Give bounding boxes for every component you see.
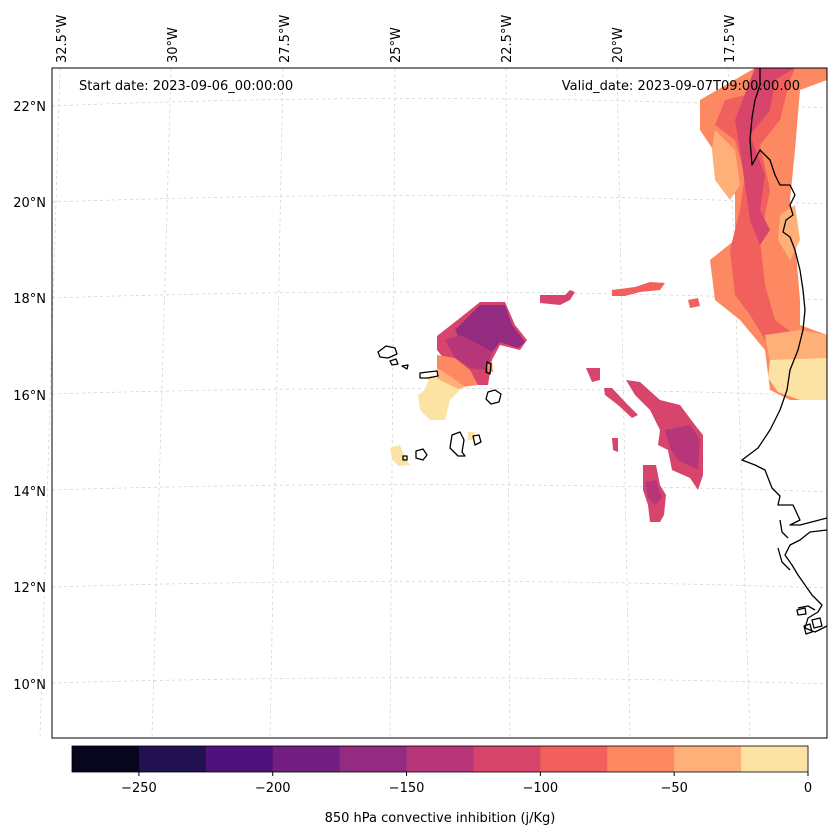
patch-f <box>612 438 618 452</box>
colorbar-segments <box>72 746 809 772</box>
gridlines <box>39 67 828 739</box>
colorbar-segment <box>473 746 541 772</box>
colorbar-tick-label: −200 <box>255 781 291 796</box>
lon-label: 27.5°W <box>278 15 293 63</box>
lat-tick-labels: 22°N 20°N 18°N 16°N 14°N 12°N 10°N <box>13 100 46 693</box>
lat-label: 20°N <box>13 196 46 211</box>
coastal-band-light-south <box>765 330 827 362</box>
colorbar-tick-label: −100 <box>523 781 559 796</box>
colorbar-segment <box>339 746 408 772</box>
africa-coastline <box>741 68 828 526</box>
coastal-band-yellow-south <box>768 358 827 400</box>
lon-label: 20°W <box>611 27 626 63</box>
bijagos-2 <box>811 617 823 629</box>
colorbar-segment <box>741 746 809 772</box>
colorbar-tick-label: −250 <box>121 781 157 796</box>
patch-g-core <box>645 480 662 505</box>
colorbar-tick-label: −150 <box>389 781 425 796</box>
meridian-27-5w <box>269 67 284 739</box>
valid-date-text: Valid_date: 2023-09-07T09:00:00.00 <box>562 79 800 94</box>
island-santo-antao <box>377 345 398 359</box>
patch-e-core <box>665 425 700 470</box>
colorbar-label: 850 hPa convective inhibition (j/Kg) <box>325 811 556 826</box>
lon-label: 25°W <box>389 27 404 63</box>
parallel-18n <box>51 291 828 301</box>
coastlines <box>377 68 828 635</box>
meridian-17-5w <box>727 67 751 739</box>
colorbar-segment <box>138 746 207 772</box>
island-santiago <box>449 431 466 457</box>
meridian-22-5w <box>505 67 511 739</box>
colorbar-segment <box>674 746 742 772</box>
colorbar-segment <box>607 746 675 772</box>
colorbar-segment <box>272 746 341 772</box>
colorbar-segment <box>72 746 140 772</box>
capeverde-yellow <box>418 375 460 420</box>
meridian-32-5w <box>39 67 61 739</box>
colorbar-segment <box>205 746 274 772</box>
island-boa-vista <box>485 389 502 405</box>
colorbar: −250 −200 −150 −100 −50 0 850 hPa convective … <box>71 745 812 826</box>
lon-label: 17.5°W <box>723 15 738 63</box>
parallel-20n <box>51 195 828 205</box>
parallel-16n <box>51 388 828 397</box>
colorbar-ticks: −250 −200 −150 −100 −50 0 <box>121 772 812 796</box>
lat-label: 14°N <box>13 485 46 500</box>
island-sal <box>485 361 492 375</box>
patch-c <box>586 368 600 382</box>
capeverde-yellow-south <box>390 445 410 466</box>
parallel-12n <box>51 580 828 589</box>
meridian-20w <box>616 67 631 739</box>
coast-detail-1 <box>779 519 789 539</box>
lon-label: 30°W <box>166 27 181 63</box>
start-date-text: Start date: 2023-09-06_00:00:00 <box>79 79 293 94</box>
island-fogo <box>415 448 428 461</box>
island-brava <box>402 455 408 461</box>
coastal-band-light-north <box>712 130 740 200</box>
patch-a <box>540 290 575 305</box>
colorbar-segment <box>540 746 608 772</box>
cin-contours <box>390 68 827 522</box>
coastal-band-core <box>735 68 795 245</box>
coastal-band-light-mid <box>778 205 800 260</box>
parallel-22n <box>51 98 828 109</box>
lat-label: 18°N <box>13 292 46 307</box>
meridian-25w <box>389 67 396 739</box>
coast-detail-3 <box>797 605 816 611</box>
lat-label: 10°N <box>13 678 46 693</box>
map-border <box>51 67 828 739</box>
lon-label: 32.5°W <box>55 15 70 63</box>
bijagos-1 <box>796 607 807 616</box>
parallel-14n <box>51 484 828 493</box>
lon-tick-labels: 32.5°W 30°W 27.5°W 25°W 22.5°W 20°W 17.5… <box>55 15 738 63</box>
island-sao-vicente <box>389 358 399 366</box>
meridian-30w <box>151 67 172 739</box>
bijagos-3 <box>803 623 813 635</box>
capeverde-mid <box>445 335 492 370</box>
patch-b <box>612 282 665 296</box>
coast-detail-2 <box>777 547 791 571</box>
colorbar-segment <box>406 746 474 772</box>
lat-label: 16°N <box>13 389 46 404</box>
colorbar-border <box>71 745 809 773</box>
island-sao-nicolau <box>419 370 439 379</box>
island-santa-luzia <box>401 364 409 370</box>
colorbar-tick-label: −50 <box>660 781 687 796</box>
patch-b2 <box>688 298 700 308</box>
lat-label: 12°N <box>13 581 46 596</box>
parallel-10n <box>51 677 828 685</box>
patch-d <box>604 388 638 418</box>
lon-label: 22.5°W <box>500 15 515 63</box>
colorbar-tick-label: 0 <box>804 781 812 796</box>
island-maio <box>472 434 482 446</box>
lat-label: 22°N <box>13 100 46 115</box>
